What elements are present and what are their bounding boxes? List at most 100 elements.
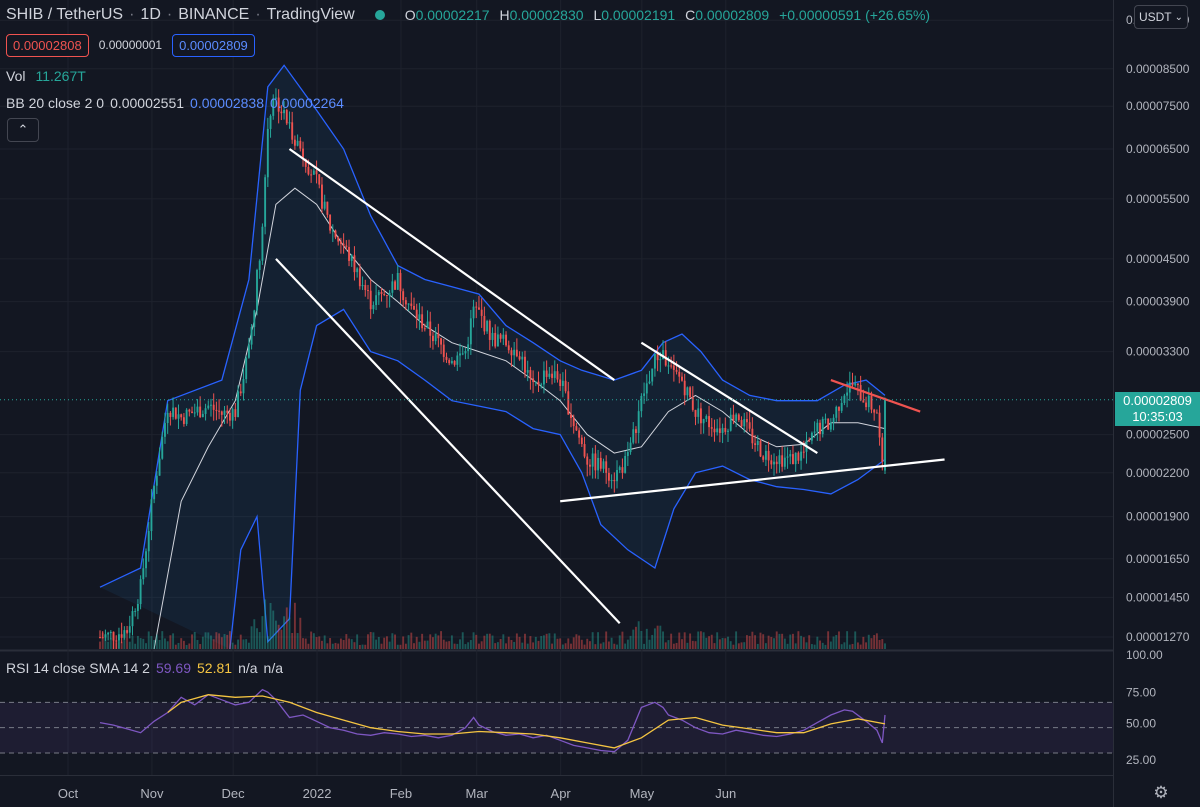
volume-legend[interactable]: Vol 11.267T	[6, 66, 86, 86]
volume-bar	[813, 644, 816, 649]
collapse-legend-button[interactable]: ⌃	[7, 118, 39, 142]
candle-body	[526, 370, 529, 373]
volume-bar	[843, 642, 846, 649]
candle-body	[275, 97, 277, 99]
candle-body	[865, 402, 867, 408]
volume-bar	[884, 643, 886, 649]
volume-bar	[402, 636, 405, 649]
volume-bar	[369, 631, 372, 649]
volume-bar	[388, 641, 391, 649]
trendline-1[interactable]	[288, 148, 615, 381]
volume-bar	[599, 643, 602, 649]
rsi-pane	[0, 688, 1113, 754]
volume-bar	[783, 638, 786, 649]
volume-bar	[586, 638, 589, 649]
candle-body	[491, 332, 494, 340]
candle-body	[210, 404, 212, 406]
candle-body	[180, 414, 183, 418]
rsi-axis-label: 25.00	[1126, 753, 1156, 767]
volume-bar	[762, 634, 765, 649]
symbol-name[interactable]: SHIB / TetherUS	[6, 6, 124, 23]
trendline-3[interactable]	[560, 458, 945, 503]
volume-bar	[372, 632, 375, 649]
candle-body	[280, 111, 283, 114]
candle-body	[310, 174, 313, 176]
volume-bar	[461, 632, 464, 649]
volume-bar	[318, 636, 321, 649]
candle-body	[862, 400, 865, 403]
trendline-2[interactable]	[275, 258, 621, 624]
candle-body	[323, 201, 326, 209]
volume-bar	[193, 631, 196, 649]
volume-bar	[743, 642, 746, 649]
candle-body	[296, 140, 299, 146]
candle-body	[759, 440, 762, 457]
candle-body	[272, 98, 275, 116]
volume-bar	[832, 636, 835, 649]
volume-bar	[426, 640, 429, 649]
candle-body	[729, 414, 732, 431]
volume-bar	[873, 635, 876, 649]
currency-menu-button[interactable]: USDT ⌄	[1134, 5, 1188, 29]
candle-body	[502, 334, 505, 339]
volume-bar	[218, 633, 221, 649]
volume-bar	[185, 644, 188, 649]
trendlines[interactable]	[0, 148, 1113, 624]
sell-price-button[interactable]: 0.00002808	[6, 33, 89, 57]
candle-body	[640, 395, 643, 412]
candle-body	[605, 461, 608, 473]
volume-bar	[502, 634, 505, 649]
volume-bar	[437, 635, 440, 649]
buy-price-button[interactable]: 0.00002809	[172, 33, 255, 57]
volume-bar	[131, 635, 134, 649]
time-axis-label: May	[630, 786, 655, 801]
volume-bar	[838, 631, 840, 649]
candle-body	[867, 395, 870, 408]
volume-bar	[220, 637, 223, 649]
candle-body	[123, 630, 126, 638]
candle-body	[829, 422, 832, 430]
volume-bar	[567, 638, 570, 649]
candle-body	[329, 214, 332, 231]
candle-body	[662, 350, 664, 360]
status-dot-icon	[374, 10, 385, 20]
candle-body	[318, 174, 321, 185]
volume-bar	[242, 639, 245, 649]
candle-body	[161, 436, 164, 459]
time-axis-label: Oct	[58, 786, 79, 801]
candle-body	[437, 333, 440, 339]
rsi-legend[interactable]: RSI 14 close SMA 14 2 59.69 52.81 n/a n/…	[6, 658, 283, 678]
candle-body	[870, 395, 873, 410]
volume-bar	[337, 643, 340, 649]
volume-bar	[716, 632, 719, 649]
volume-bar	[496, 642, 499, 649]
candle-body	[821, 418, 824, 435]
candle-body	[507, 345, 510, 351]
volume-bar	[613, 643, 616, 649]
volume-bar	[272, 610, 275, 649]
candle-body	[291, 122, 294, 140]
last-price-tag: 0.00002809 10:35:03	[1115, 391, 1200, 426]
volume-bar	[702, 632, 705, 649]
volume-bar	[380, 643, 383, 649]
candle-body	[529, 370, 532, 379]
trendline-5[interactable]	[830, 379, 921, 413]
candle-body	[385, 295, 388, 297]
bb-legend[interactable]: BB 20 close 2 0 0.00002551 0.00002838 0.…	[6, 93, 344, 113]
trendline-4[interactable]	[640, 341, 818, 454]
candle-body	[694, 409, 697, 417]
candle-body	[228, 412, 231, 421]
volume-bar	[759, 632, 762, 649]
volume-bar	[781, 633, 784, 649]
volume-bar	[377, 636, 380, 649]
interval-label[interactable]: 1D	[140, 6, 161, 23]
volume-bar	[145, 643, 147, 649]
volume-bar	[729, 641, 732, 649]
gear-icon[interactable]: ⚙	[1153, 783, 1169, 802]
volume-bar	[694, 641, 697, 649]
time-axis-label: Apr	[551, 786, 572, 801]
volume-bar	[513, 641, 516, 649]
volume-bar	[821, 642, 824, 649]
candle-body	[450, 360, 453, 364]
